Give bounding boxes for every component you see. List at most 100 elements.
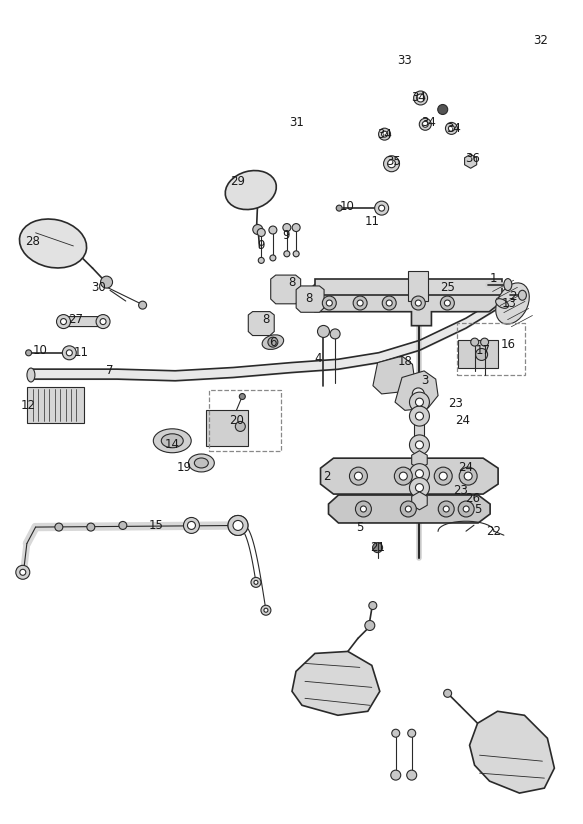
Circle shape — [416, 470, 423, 478]
Circle shape — [384, 156, 399, 171]
Polygon shape — [62, 316, 106, 326]
Text: 28: 28 — [25, 235, 40, 247]
Bar — [458, 340, 497, 368]
Text: 23: 23 — [453, 484, 468, 497]
Text: 33: 33 — [398, 54, 412, 67]
Text: 14: 14 — [165, 438, 180, 452]
Circle shape — [326, 300, 332, 306]
Circle shape — [408, 729, 416, 737]
Circle shape — [373, 543, 382, 553]
Ellipse shape — [225, 171, 276, 209]
Circle shape — [409, 406, 430, 426]
Bar — [415, 423, 424, 437]
Circle shape — [236, 421, 245, 432]
Text: 31: 31 — [289, 116, 304, 129]
Circle shape — [322, 296, 336, 310]
Text: 10: 10 — [33, 344, 48, 357]
Polygon shape — [321, 458, 498, 494]
Ellipse shape — [194, 458, 208, 468]
Text: 2: 2 — [509, 290, 517, 303]
Polygon shape — [412, 451, 427, 469]
Text: 8: 8 — [305, 292, 312, 305]
Circle shape — [464, 472, 472, 480]
Circle shape — [417, 94, 424, 102]
Circle shape — [416, 441, 423, 449]
Text: 34: 34 — [377, 128, 392, 141]
Text: 6: 6 — [269, 335, 277, 349]
Polygon shape — [328, 495, 490, 523]
Text: 18: 18 — [398, 354, 412, 368]
Text: 17: 17 — [476, 344, 491, 357]
Circle shape — [188, 522, 195, 530]
Text: 9: 9 — [282, 229, 289, 241]
Text: 8: 8 — [288, 275, 295, 288]
Ellipse shape — [518, 290, 526, 300]
Circle shape — [270, 255, 276, 261]
Circle shape — [100, 276, 113, 288]
Polygon shape — [292, 652, 380, 715]
Text: 24: 24 — [458, 461, 473, 475]
Circle shape — [438, 501, 454, 517]
Circle shape — [434, 467, 452, 485]
Text: 21: 21 — [370, 541, 385, 554]
Circle shape — [444, 690, 452, 697]
Text: 11: 11 — [73, 346, 89, 359]
Circle shape — [284, 250, 290, 257]
Circle shape — [233, 521, 243, 531]
Polygon shape — [271, 275, 301, 304]
Circle shape — [445, 123, 458, 134]
Circle shape — [412, 388, 424, 400]
Circle shape — [55, 523, 63, 531]
Bar — [209, 390, 281, 452]
Circle shape — [422, 121, 429, 127]
Ellipse shape — [153, 428, 191, 452]
Ellipse shape — [27, 368, 35, 382]
Circle shape — [381, 131, 388, 137]
Circle shape — [438, 105, 448, 115]
Circle shape — [87, 523, 95, 531]
Text: 20: 20 — [229, 414, 244, 427]
Circle shape — [330, 329, 340, 339]
Circle shape — [269, 226, 277, 234]
Text: 34: 34 — [411, 91, 426, 105]
Circle shape — [409, 478, 430, 498]
Circle shape — [415, 300, 422, 306]
Circle shape — [365, 620, 375, 630]
Text: 30: 30 — [91, 280, 106, 293]
Circle shape — [26, 350, 31, 356]
Circle shape — [378, 129, 391, 140]
Circle shape — [382, 296, 396, 310]
Text: 23: 23 — [448, 397, 463, 410]
Circle shape — [409, 435, 430, 455]
Text: 24: 24 — [455, 414, 470, 427]
Text: 22: 22 — [486, 525, 501, 538]
Circle shape — [476, 349, 487, 360]
Circle shape — [360, 506, 366, 512]
Text: 11: 11 — [364, 215, 380, 227]
Circle shape — [119, 522, 127, 530]
Ellipse shape — [496, 283, 529, 324]
Text: 9: 9 — [258, 240, 265, 252]
Text: 12: 12 — [21, 399, 36, 412]
Circle shape — [20, 569, 26, 575]
Bar — [27, 387, 85, 424]
Text: 10: 10 — [339, 200, 354, 213]
Bar — [206, 410, 248, 447]
Circle shape — [444, 300, 450, 306]
Circle shape — [458, 501, 474, 517]
Circle shape — [353, 296, 367, 310]
Circle shape — [62, 346, 76, 360]
Circle shape — [264, 608, 268, 612]
Bar — [457, 323, 525, 375]
Circle shape — [66, 350, 72, 356]
Polygon shape — [296, 286, 324, 312]
Text: 1: 1 — [490, 272, 498, 285]
Text: 5: 5 — [474, 503, 482, 516]
Ellipse shape — [496, 298, 508, 308]
Circle shape — [413, 91, 427, 105]
Polygon shape — [306, 284, 500, 325]
Circle shape — [416, 484, 423, 492]
Circle shape — [292, 223, 300, 232]
Circle shape — [409, 392, 430, 412]
Text: 19: 19 — [177, 461, 191, 475]
